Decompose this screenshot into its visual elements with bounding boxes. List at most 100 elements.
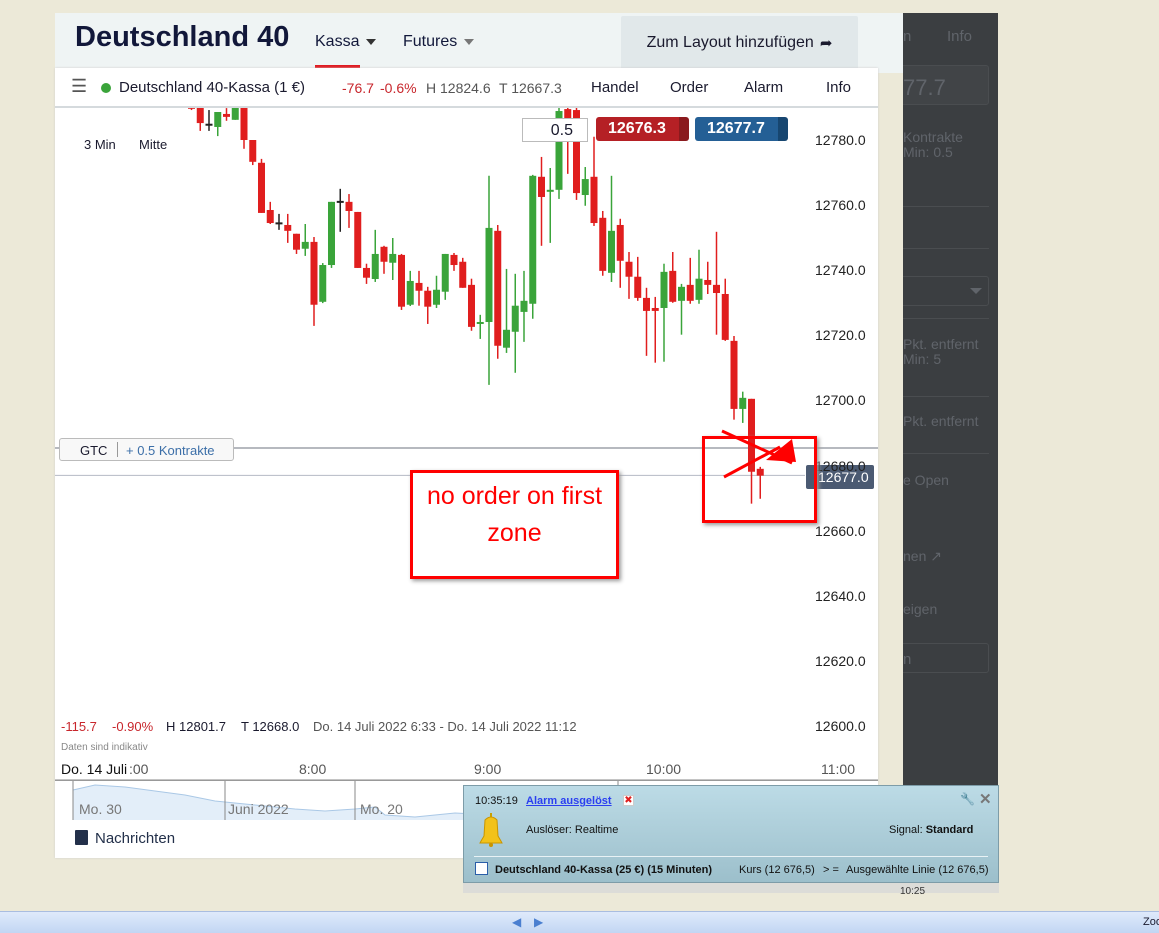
quantity-value: 0.5 <box>550 122 573 139</box>
menu-icon[interactable]: ☰ <box>71 76 88 96</box>
candle-body <box>739 397 747 409</box>
candle-body <box>669 270 677 302</box>
candle-body <box>721 293 729 340</box>
y-tick: 12740.0 <box>815 262 866 279</box>
navigator-label: Mo. 20 <box>360 801 403 817</box>
period-range: Do. 14 Juli 2022 6:33 - Do. 14 Juli 2022… <box>313 719 577 734</box>
change-pct: -0.6% <box>380 80 417 96</box>
info-button[interactable]: Info <box>826 79 852 96</box>
page-title: Deutschland 40 <box>75 21 290 53</box>
button-label: Zum Layout hinzufügen <box>646 34 814 51</box>
candle-body <box>651 307 659 311</box>
candle-body <box>695 278 703 300</box>
high-value: H 12824.6 <box>426 80 491 96</box>
candle-body <box>240 107 248 140</box>
candle-body <box>713 284 720 294</box>
candle-body <box>581 179 589 196</box>
panel-tab-info: Info <box>947 28 973 45</box>
candle-body <box>319 265 327 302</box>
alarm-title-link[interactable]: Alarm ausgelöst <box>526 795 612 807</box>
data-note: Daten sind indikativ <box>61 742 148 753</box>
candle-body <box>704 279 712 285</box>
candle-body <box>468 284 475 327</box>
current-price-label: 12677.0 <box>806 465 874 489</box>
candle-body <box>380 246 388 262</box>
candle-body <box>196 107 204 124</box>
divider <box>117 442 118 457</box>
zoom-label[interactable]: Zoo <box>1143 916 1159 928</box>
candle-body <box>310 241 318 305</box>
prev-arrow-icon[interactable]: ◀ <box>512 915 522 929</box>
order-line-tag[interactable]: GTC + 0.5 Kontrakte <box>59 438 234 461</box>
candle-body <box>450 254 458 266</box>
change-value: -76.7 <box>342 80 374 96</box>
close-icon[interactable]: ✕ <box>979 791 992 808</box>
alarm-condition-right: Ausgewählte Linie (12 676,5) <box>846 864 989 876</box>
candle-body <box>205 123 213 126</box>
alarm-time: 10:35:19 <box>475 795 518 807</box>
tab-label: Futures <box>403 33 458 50</box>
candle-body <box>686 284 694 301</box>
candle-body <box>345 201 353 211</box>
alarm-instrument: Deutschland 40-Kassa (25 €) (15 Minuten) <box>495 864 713 876</box>
add-to-layout-button[interactable]: Zum Layout hinzufügen ➦ <box>621 16 858 70</box>
navigator-label: Mo. 30 <box>79 801 122 817</box>
candle-body <box>529 175 537 304</box>
share-arrow-icon: ➦ <box>819 35 833 52</box>
panel-button <box>903 643 989 673</box>
underlying-strip <box>463 883 999 893</box>
alarm-condition-left: Kurs (12 676,5) <box>739 864 815 876</box>
chart-icon <box>475 862 488 875</box>
candle-body <box>520 300 528 312</box>
panel-text: Kontrakte <box>903 129 963 145</box>
y-tick: 12640.0 <box>815 587 866 604</box>
sell-price: 12676.3 <box>608 120 666 137</box>
candle-body <box>625 261 633 277</box>
price-mode-selector[interactable]: Mitte <box>139 137 168 152</box>
candle-body <box>223 113 230 117</box>
quantity-stepper[interactable]: 0.5 <box>522 118 588 142</box>
candle-body <box>546 189 554 192</box>
candle-body <box>258 162 265 213</box>
candle-body <box>328 201 335 266</box>
next-arrow-icon[interactable]: ▶ <box>534 915 544 929</box>
interval-selector[interactable]: 3 Min <box>84 137 116 152</box>
signal-label: Signal: <box>889 824 923 836</box>
trade-button[interactable]: Handel <box>591 79 639 96</box>
sell-button[interactable]: 12676.3 <box>596 117 689 141</box>
wrench-icon[interactable]: 🔧 <box>960 792 975 806</box>
instrument-bar: ☰ Deutschland 40-Kassa (1 €) -76.7 -0.6%… <box>55 68 878 107</box>
panel-text: n <box>903 651 912 668</box>
alarm-trigger: Auslöser: Realtime <box>526 824 619 836</box>
buy-price: 12677.7 <box>707 120 765 137</box>
buy-button[interactable]: 12677.7 <box>695 117 788 141</box>
candle-body <box>730 340 738 409</box>
panel-text: nen ↗ <box>903 548 942 564</box>
tab-kassa[interactable]: Kassa <box>315 33 377 51</box>
tab-label: Kassa <box>315 33 360 50</box>
chart-panel: ☰ Deutschland 40-Kassa (1 €) -76.7 -0.6%… <box>55 68 878 858</box>
candle-body <box>748 398 755 472</box>
x-tick: :00 <box>129 761 149 777</box>
candlestick-chart[interactable] <box>55 107 878 780</box>
y-tick: 12780.0 <box>815 132 866 148</box>
x-tick-date: Do. 14 Juli <box>61 761 128 777</box>
alarm-signal: Signal: Standard <box>889 824 973 836</box>
divider <box>474 856 988 857</box>
alarm-notification[interactable]: 10:35:19 Alarm ausgelöst ✖ 🔧 ✕ Auslöser:… <box>463 785 999 883</box>
panel-text: Pkt. entfernt <box>903 413 979 429</box>
panel-text: e Open <box>903 472 949 488</box>
delete-icon[interactable]: ✖ <box>623 795 634 806</box>
candle-body <box>301 241 309 249</box>
alarm-button[interactable]: Alarm <box>744 79 784 96</box>
order-button[interactable]: Order <box>670 79 709 96</box>
y-tick: 12600.0 <box>815 718 866 734</box>
candle-body <box>643 297 650 311</box>
y-tick: 12760.0 <box>815 197 866 214</box>
candle-body <box>564 109 572 119</box>
candle-body <box>616 224 624 261</box>
panel-text: Min: 0.5 <box>903 144 953 160</box>
tab-futures[interactable]: Futures <box>403 33 475 51</box>
candle-body <box>363 267 370 278</box>
period-change-pct: -0.90% <box>112 719 154 734</box>
